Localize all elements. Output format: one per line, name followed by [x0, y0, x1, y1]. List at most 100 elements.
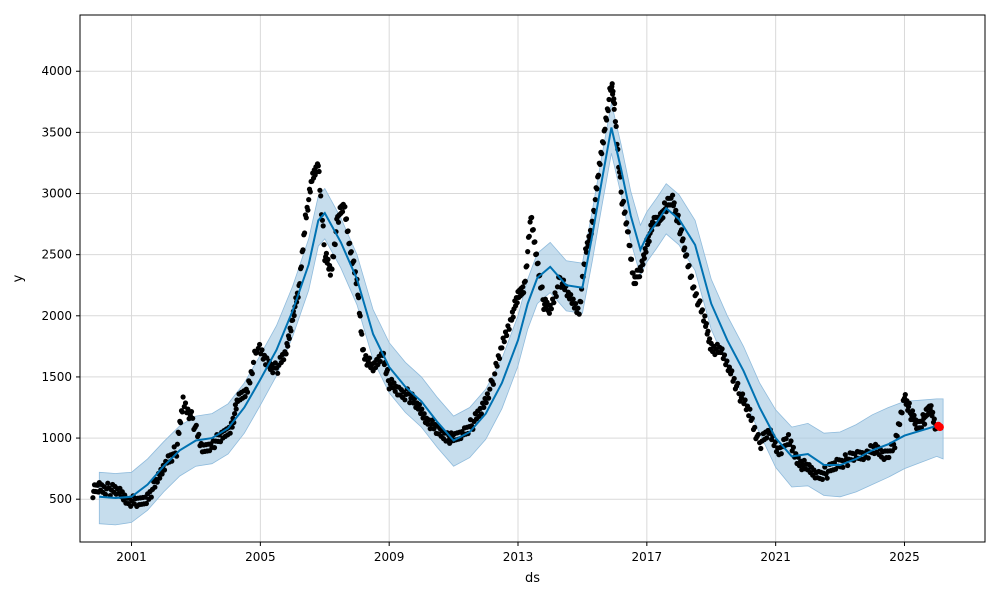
observed-point — [514, 300, 520, 306]
observed-point — [315, 163, 321, 169]
observed-point — [298, 264, 304, 270]
observed-point — [329, 266, 335, 272]
observed-point — [232, 411, 238, 417]
observed-point — [152, 484, 158, 490]
observed-point — [496, 355, 503, 362]
observed-point — [321, 242, 327, 248]
observed-point — [746, 413, 752, 419]
observed-point — [331, 254, 337, 260]
observed-point — [671, 200, 677, 206]
observed-point — [510, 314, 516, 320]
observed-point — [611, 96, 617, 102]
observed-point — [630, 270, 636, 276]
observed-point — [247, 380, 253, 386]
observed-point — [755, 431, 761, 438]
observed-point — [250, 359, 257, 365]
observed-point — [595, 172, 602, 178]
observed-point — [785, 432, 792, 438]
observed-point — [894, 433, 900, 439]
observed-point — [605, 108, 611, 114]
observed-point — [416, 402, 422, 408]
forecast-path — [99, 127, 944, 500]
observed-point — [290, 317, 296, 323]
observed-point — [703, 321, 710, 327]
observed-point — [602, 126, 608, 132]
observed-point — [335, 219, 342, 225]
observed-point — [600, 140, 607, 146]
observed-point — [506, 326, 512, 332]
observed-point — [742, 397, 748, 403]
y-tick-label: 3000 — [41, 187, 72, 201]
observed-point — [327, 272, 333, 278]
observed-point — [576, 311, 582, 317]
observed-point — [532, 239, 538, 245]
observed-point — [566, 296, 573, 302]
observed-point — [548, 306, 555, 312]
observed-point — [363, 353, 369, 359]
observed-point — [524, 263, 530, 269]
observed-point — [525, 249, 531, 255]
observed-point — [790, 444, 797, 450]
observed-point — [377, 358, 383, 365]
observed-point — [529, 214, 535, 221]
observed-point — [842, 452, 848, 458]
observed-point — [824, 475, 830, 481]
observed-point — [911, 412, 917, 418]
x-tick-label: 2005 — [245, 550, 276, 564]
observed-point — [922, 421, 928, 427]
observed-point — [90, 495, 96, 501]
observed-point — [749, 415, 755, 421]
observed-point — [366, 355, 373, 361]
observed-point — [620, 198, 627, 204]
observed-point — [501, 339, 507, 345]
x-tick-label: 2013 — [503, 550, 534, 564]
observed-point — [764, 435, 770, 441]
observed-point — [348, 249, 354, 255]
observed-point — [758, 445, 764, 452]
observed-point — [613, 123, 619, 129]
observed-point — [553, 293, 559, 299]
observed-point — [249, 371, 255, 377]
observed-point — [176, 430, 182, 436]
observed-point — [527, 219, 533, 225]
observed-point — [270, 370, 276, 376]
observed-point — [845, 462, 851, 469]
observed-point — [419, 406, 425, 412]
observed-point — [402, 397, 408, 403]
observed-point — [148, 494, 154, 500]
observed-point — [486, 395, 492, 401]
observed-point — [575, 305, 581, 311]
observed-point — [281, 357, 287, 363]
observed-point — [930, 409, 936, 415]
observed-point — [286, 335, 292, 342]
observed-point — [628, 256, 635, 262]
observed-point — [637, 274, 643, 280]
observed-point — [682, 245, 688, 251]
observed-point — [244, 389, 251, 395]
observed-point — [612, 119, 619, 125]
highlight-point — [935, 423, 944, 432]
y-axis-ticks: 500 1000 1500 2000 2500 3000 3500 4000 — [41, 64, 80, 506]
observed-point — [535, 260, 541, 266]
observed-point — [522, 278, 528, 284]
observed-point — [530, 227, 536, 233]
observed-point — [487, 386, 493, 392]
y-tick-label: 1500 — [41, 370, 72, 384]
observed-point — [865, 455, 871, 461]
observed-point — [481, 404, 487, 410]
highlight-points — [934, 421, 944, 432]
observed-point — [359, 331, 365, 337]
observed-point — [356, 295, 362, 301]
observed-point — [105, 480, 111, 486]
observed-point — [686, 262, 692, 269]
observed-point — [726, 364, 733, 370]
y-tick-label: 2000 — [41, 309, 72, 323]
observed-point — [320, 223, 326, 229]
observed-point — [705, 328, 711, 334]
observed-point — [670, 192, 676, 198]
observed-point — [546, 310, 553, 316]
observed-point — [724, 358, 730, 364]
observed-point — [211, 445, 218, 451]
observed-point — [193, 422, 199, 428]
observed-point — [646, 238, 652, 244]
